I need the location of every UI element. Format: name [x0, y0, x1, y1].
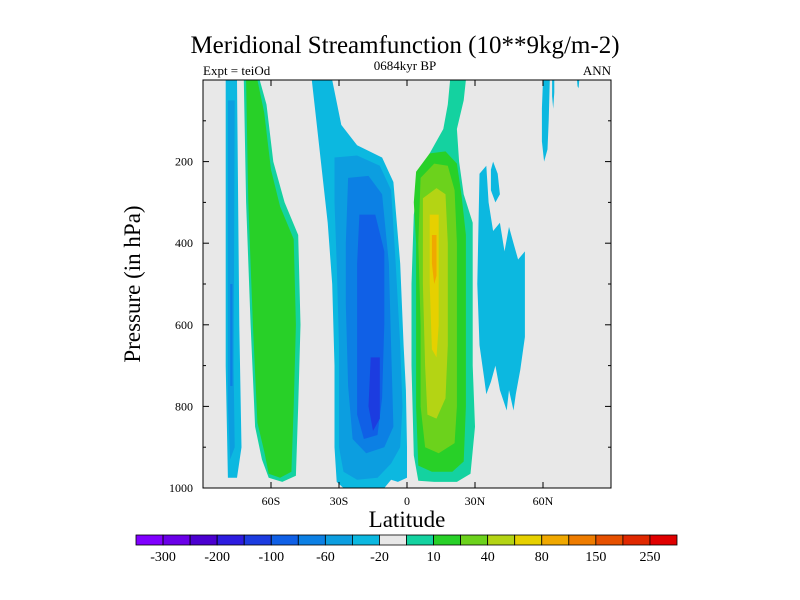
colorbar-box — [541, 534, 570, 546]
x-tick-label: 30N — [465, 494, 486, 508]
colorbar-box — [297, 534, 326, 546]
chart-title: Meridional Streamfunction (10**9kg/m-2) — [190, 32, 619, 59]
colorbar-box — [189, 534, 218, 546]
x-tick-label: 60S — [262, 494, 281, 508]
colorbar-box — [568, 534, 597, 546]
colorbar-label: 40 — [481, 550, 495, 565]
colorbar-box — [135, 534, 164, 546]
colorbar-box — [379, 534, 407, 546]
colorbar-box — [433, 534, 461, 546]
colorbar-box — [216, 534, 245, 546]
y-tick-label: 800 — [175, 399, 193, 413]
y-tick-label: 200 — [175, 155, 193, 169]
contour-region-hadley-sh-b5 — [368, 357, 380, 431]
right-label: ANN — [583, 63, 612, 78]
colorbar-label: 10 — [427, 550, 441, 565]
colorbar-label: -300 — [150, 550, 176, 565]
contour-region-ferrel-sh-fill — [246, 80, 296, 478]
colorbar-box — [406, 534, 434, 546]
colorbar-label: 150 — [585, 550, 606, 565]
x-tick-label: 60N — [533, 494, 554, 508]
colorbar-box — [270, 534, 299, 546]
contour-region-ferrel-nh — [477, 165, 525, 411]
colorbar: -300 -200 -100 -60 -20 10 40 80 150 250 — [135, 534, 678, 565]
contour-region-nh-upper-c — [552, 80, 555, 109]
colorbar-box — [622, 534, 651, 546]
colorbar-box — [460, 534, 489, 546]
axis-ticks: 60S 30S 0 30N 60N 200 400 600 800 1000 — [169, 80, 611, 508]
contour-region-nh-upper-d — [577, 80, 580, 89]
contour-region-polar-sh-core — [230, 284, 233, 386]
colorbar-label: -100 — [258, 550, 284, 565]
colorbar-label: -20 — [370, 550, 389, 565]
colorbar-label: 250 — [640, 550, 661, 565]
x-axis-label: Latitude — [369, 507, 446, 532]
left-label: Expt = teiOd — [203, 63, 271, 78]
contour-regions — [225, 80, 580, 488]
colorbar-label: -60 — [316, 550, 335, 565]
colorbar-box — [514, 534, 543, 546]
colorbar-label: 80 — [535, 550, 549, 565]
colorbar-box — [243, 534, 272, 546]
y-axis-label: Pressure (in hPa) — [120, 205, 145, 362]
center-label: 0684kyr BP — [374, 58, 436, 73]
y-tick-label: 400 — [175, 236, 193, 250]
colorbar-label: -200 — [204, 550, 230, 565]
colorbar-box — [487, 534, 516, 546]
y-tick-label: 600 — [175, 318, 193, 332]
colorbar-box — [649, 534, 678, 546]
x-tick-label: 0 — [404, 494, 410, 508]
contour-region-hadley-nh-b6 — [431, 235, 437, 284]
x-tick-label: 30S — [330, 494, 349, 508]
colorbar-box — [595, 534, 624, 546]
colorbar-box — [162, 534, 191, 546]
contour-region-polar-sh-mid — [227, 100, 235, 460]
colorbar-box — [351, 534, 380, 546]
contour-region-nh-upper-b — [541, 80, 550, 162]
contour-region-nh-upper-a — [490, 161, 500, 203]
colorbar-box — [324, 534, 353, 546]
y-tick-label: 1000 — [169, 481, 193, 495]
